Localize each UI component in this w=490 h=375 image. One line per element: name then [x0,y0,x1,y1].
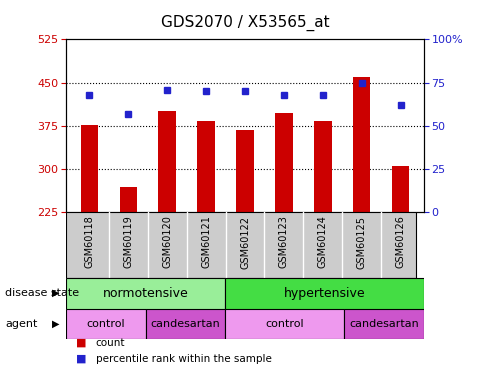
Text: agent: agent [5,319,37,329]
Text: GSM60126: GSM60126 [395,216,406,268]
Text: GSM60121: GSM60121 [201,216,211,268]
Text: ▶: ▶ [51,288,59,298]
Text: normotensive: normotensive [103,287,189,300]
Text: GSM60123: GSM60123 [279,216,289,268]
Bar [314,121,332,212]
Bar [158,111,176,212]
Bar [81,125,98,212]
Text: ■: ■ [76,338,86,348]
Bar [392,166,409,212]
Bar [353,77,370,212]
Text: candesartan: candesartan [150,319,220,329]
Text: GSM60120: GSM60120 [162,216,172,268]
Text: GDS2070 / X53565_at: GDS2070 / X53565_at [161,15,329,31]
Bar [344,309,424,339]
Text: GSM60122: GSM60122 [240,216,250,268]
Text: GSM60124: GSM60124 [318,216,328,268]
Bar [225,309,344,339]
Bar [236,130,254,212]
Bar [225,278,424,309]
Text: GSM60118: GSM60118 [84,216,95,268]
Text: candesartan: candesartan [349,319,419,329]
Text: count: count [96,338,125,348]
Text: disease state: disease state [5,288,79,298]
Text: control: control [266,319,304,329]
Text: GSM60119: GSM60119 [123,216,133,268]
Bar [275,112,293,212]
Bar [66,278,225,309]
Text: control: control [87,319,125,329]
Bar [120,188,137,212]
Bar [197,121,215,212]
Bar [66,309,146,339]
Text: ■: ■ [76,354,86,364]
Text: hypertensive: hypertensive [284,287,366,300]
Bar [146,309,225,339]
Text: GSM60125: GSM60125 [357,216,367,268]
Text: ▶: ▶ [51,319,59,329]
Text: percentile rank within the sample: percentile rank within the sample [96,354,271,364]
